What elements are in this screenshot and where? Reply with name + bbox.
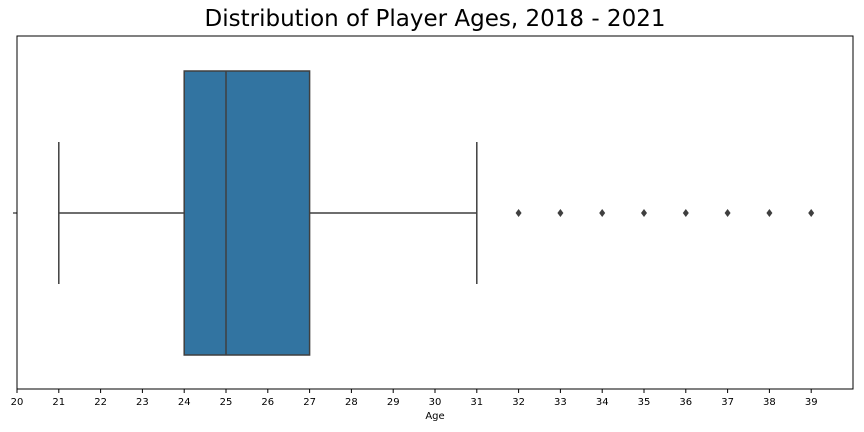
x-tick-label: 36 [679,397,692,408]
x-tick-label: 38 [763,397,776,408]
x-tick-label: 27 [303,397,316,408]
outlier-point [766,209,773,217]
outlier-point [682,209,689,217]
iqr-box [183,70,311,356]
outlier-point [641,209,647,217]
x-tick-label: 21 [52,397,65,408]
box-group [58,70,478,356]
x-tick-label: 23 [136,397,149,408]
x-tick-label: 34 [596,397,609,408]
x-tick-label: 25 [220,397,233,408]
outlier-point [599,209,606,217]
outlier-point [515,209,522,217]
x-tick-label: 31 [470,397,483,408]
x-tick-label: 24 [178,397,191,408]
outlier-point [808,209,815,217]
x-tick-label: 33 [554,397,567,408]
x-tick-label: 29 [387,397,400,408]
x-tick-label: 35 [638,397,651,408]
x-tick-label: 22 [94,397,107,408]
outlier-point [557,209,564,217]
x-tick-label: 26 [261,397,274,408]
x-tick-label: 32 [512,397,525,408]
x-tick-label: 30 [429,397,442,408]
chart-title: Distribution of Player Ages, 2018 - 2021 [204,6,666,32]
outlier-group [515,209,815,217]
x-axis-label: Age [425,411,444,422]
x-tick-label: 20 [11,397,24,408]
x-tick-label: 39 [805,397,818,408]
x-tick-label: 37 [721,397,734,408]
outlier-point [724,209,731,217]
x-tick-label: 28 [345,397,358,408]
x-axis-ticks: 20 21 22 23 24 25 26 27 28 29 30 31 32 33 34 35 36 37 38 39 [11,389,818,408]
